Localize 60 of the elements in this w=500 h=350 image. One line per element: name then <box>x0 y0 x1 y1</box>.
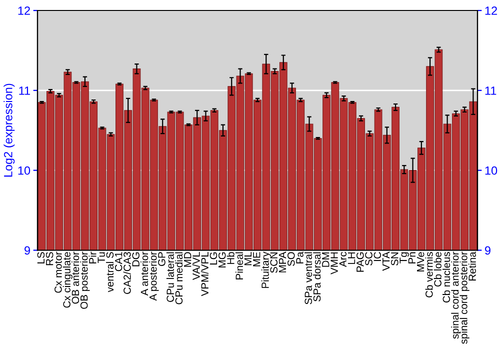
x-tick-label: Pituitary <box>261 252 271 288</box>
x-tick-label: VA/VL <box>192 252 200 280</box>
x-tick-label: Arc <box>339 252 347 268</box>
x-tick-label: OB posterior <box>80 252 90 309</box>
x-tick-label: Cb vermis <box>425 252 433 298</box>
y-tick-label: 11 <box>19 86 30 95</box>
x-tick-label: ME <box>253 252 260 266</box>
y-tick-label: 9 <box>24 246 30 255</box>
x-tick-label: CA1 <box>114 252 122 272</box>
x-tick-label: Cb nucleus <box>442 252 450 303</box>
y-axis-title: Log2 (expression) <box>4 84 15 177</box>
x-tick-label: VPM/VPL <box>200 252 208 296</box>
x-tick-label: OB anterior <box>72 252 80 304</box>
y2-tick-label: 11 <box>485 86 496 95</box>
y2-tick-label: 10 <box>485 166 498 175</box>
x-tick-label: ventral S <box>106 252 114 292</box>
x-tick-label: A anterior <box>140 252 148 296</box>
x-tick-label: A posterior <box>149 252 159 301</box>
x-tick-label: LG <box>210 252 218 265</box>
x-tick-label: SCN <box>270 252 278 273</box>
x-tick-label: Tg <box>400 252 409 264</box>
x-tick-label: RS <box>46 252 54 266</box>
x-tick-label: Cx cingulate <box>62 252 72 308</box>
x-tick-label: CPu lateral <box>166 252 174 302</box>
x-tick-label: Pir <box>88 252 96 264</box>
x-tick-label: SPa dorsal <box>313 252 321 302</box>
x-tick-label: GP <box>158 252 166 266</box>
x-tick-label: Cb lobe <box>434 252 442 287</box>
y2-tick-label: 12 <box>485 6 497 15</box>
y-tick-label: 12 <box>18 6 30 15</box>
x-tick-label: Pineal <box>235 252 244 280</box>
x-tick-label: LS <box>37 252 45 264</box>
x-tick-label: Retina <box>468 252 476 281</box>
x-tick-label: MPA <box>278 252 286 272</box>
x-tick-label: SPa ventral <box>304 252 312 304</box>
x-tick-label: Tu <box>98 252 105 264</box>
x-tick-label: Cx motor <box>54 252 62 293</box>
x-tick-label: DM <box>322 252 330 267</box>
x-tick-label: IC <box>374 252 382 261</box>
x-tick-label: MVe <box>417 252 424 272</box>
x-tick-label: spinal cord posterior <box>460 252 470 344</box>
x-tick-label: VMH <box>330 252 338 274</box>
x-tick-label: Hb <box>226 252 234 264</box>
x-tick-label: SO <box>287 252 295 266</box>
x-tick-label: Pn <box>408 252 416 264</box>
x-tick-label: SN <box>391 252 398 266</box>
x-tick-label: CA2/CA3 <box>123 252 131 294</box>
x-tick-label: CPu medial <box>175 252 183 304</box>
x-tick-label: PAG <box>356 252 364 272</box>
x-tick-label: MG <box>218 252 226 268</box>
x-tick-label: SC <box>365 252 372 266</box>
x-tick-label: spinal cord anterior <box>451 252 461 339</box>
x-tick-label: ML <box>244 252 252 266</box>
x-tick-label: DG <box>132 252 140 266</box>
x-tick-label: VTA <box>382 252 390 271</box>
y2-tick-label: 9 <box>485 246 490 255</box>
x-tick-label: LH <box>348 252 356 264</box>
x-tick-label: Pa <box>296 252 304 264</box>
x-tick-label: MD <box>184 252 192 267</box>
y-tick-label: 10 <box>18 166 30 175</box>
